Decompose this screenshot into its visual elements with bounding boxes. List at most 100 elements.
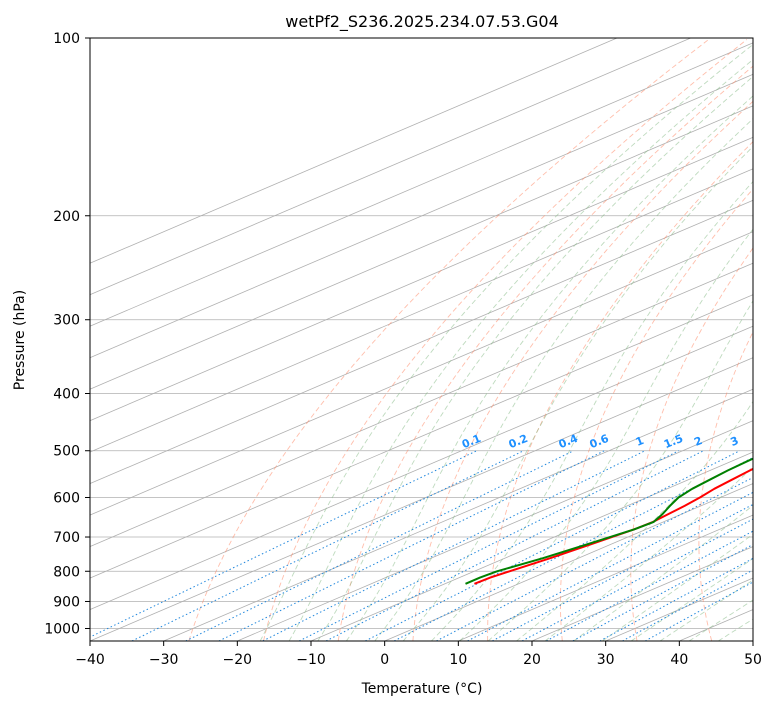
isotherm-line (458, 514, 753, 641)
isotherm-line (90, 231, 753, 516)
mixing-ratio-line (90, 450, 478, 638)
background-line-labels: 0.10.20.40.611.52346810131620253036-100-… (460, 365, 775, 451)
y-tick-label: 500 (53, 444, 80, 460)
mixing-ratio-label: 0.2 (507, 432, 530, 451)
mixing-ratio-label: 0.6 (588, 432, 611, 451)
moist-adiabat-line (402, 145, 753, 641)
dry-adiabat-line (630, 247, 753, 641)
moist-adiabat-line (345, 95, 753, 641)
x-axis-label: Temperature (°C) (361, 681, 483, 697)
moist-adiabat-line (487, 300, 753, 641)
adiabat-label: -30 (770, 365, 775, 389)
y-tick-label: 400 (53, 387, 80, 403)
mixing-ratio-line (436, 476, 753, 641)
moist-adiabat-line (459, 228, 753, 641)
isotherm-line (752, 640, 753, 641)
mixing-ratio-line (298, 450, 680, 641)
dry-adiabat-line (412, 100, 753, 641)
mixing-ratio-line (325, 450, 704, 641)
x-tick-label: 10 (449, 652, 467, 668)
isotherm-line (90, 136, 753, 422)
mixing-ratio-line (218, 450, 605, 641)
isotherm-line (90, 262, 753, 547)
isotherm-line (90, 38, 618, 264)
dry-adiabat-line (765, 40, 775, 642)
dry-adiabat-line (188, 39, 709, 641)
mixing-ratio-line (262, 450, 646, 641)
isotherm-line (90, 105, 753, 390)
y-tick-label: 700 (53, 530, 80, 546)
isotherm-line (90, 73, 753, 359)
mixing-ratio-label: 0.1 (460, 432, 483, 451)
moist-adiabat-line (630, 557, 753, 641)
y-tick-label: 100 (53, 31, 80, 47)
mixing-ratio-label: 0.4 (557, 432, 580, 451)
y-tick-label: 900 (53, 594, 80, 610)
mixing-ratio-label: 2 (692, 434, 704, 449)
mixing-ratio-line (365, 450, 741, 641)
x-tick-label: 0 (380, 652, 389, 668)
dry-adiabat-line (263, 39, 748, 641)
isotherm-line (90, 199, 753, 485)
moist-adiabat-line (259, 43, 753, 641)
mixing-ratio-line (185, 450, 574, 641)
isotherm-line (90, 325, 753, 610)
moist-adiabat-line (544, 465, 753, 641)
isotherm-line (90, 294, 753, 579)
moist-adiabat-line (431, 180, 753, 641)
mixing-ratio-label: 4 (755, 434, 767, 449)
moist-adiabat-line (718, 618, 753, 641)
mixing-ratio-line (467, 491, 753, 641)
mixing-ratio-line (131, 450, 524, 641)
isotherm-line (90, 168, 753, 453)
moist-adiabat-line (374, 118, 753, 641)
y-tick-label: 600 (53, 490, 80, 506)
x-tick-label: 20 (523, 652, 541, 668)
dry-adiabat-line (698, 330, 753, 641)
mixing-ratio-label: 1 (634, 434, 646, 449)
moist-adiabat-line (602, 533, 753, 641)
y-tick-label: 1000 (44, 621, 80, 637)
temperature-line (474, 467, 753, 585)
x-tick-label: 40 (670, 652, 688, 668)
dry-adiabat-line (487, 140, 753, 641)
x-tick-label: 50 (744, 652, 762, 668)
isotherm-line (237, 420, 753, 641)
x-tick-label: −20 (223, 652, 253, 668)
y-tick-label: 800 (53, 564, 80, 580)
dewpoint-line (465, 457, 753, 585)
y-axis-label: Pressure (hPa) (12, 290, 28, 390)
y-tick-label: 300 (53, 313, 80, 329)
mixing-ratio-line (572, 543, 753, 641)
axes: −40 −30 −20 −10 0 10 20 30 40 50 100 200 300 400 500 60… (44, 31, 762, 668)
moist-adiabat-line (659, 579, 753, 641)
moist-adiabat-line (317, 75, 753, 641)
isotherm-line (310, 451, 753, 641)
isotherm-line (90, 357, 753, 641)
y-tick-label: 200 (53, 209, 80, 225)
background-lines (90, 38, 775, 642)
isotherm-line (163, 388, 753, 641)
dry-adiabat-line (337, 65, 753, 641)
mixing-ratio-line (644, 581, 753, 641)
isotherm-line (90, 42, 753, 327)
isotherm-line (384, 483, 753, 641)
profile-lines (465, 457, 753, 585)
plot-frame (89, 37, 754, 642)
moist-adiabat-line (688, 599, 753, 641)
mixing-ratio-line (599, 557, 753, 641)
dry-adiabat-line (559, 188, 753, 641)
x-tick-label: −40 (75, 652, 105, 668)
x-tick-label: −10 (296, 652, 326, 668)
mixing-ratio-label: 3 (728, 434, 740, 449)
moist-adiabat-line (288, 59, 753, 641)
mixing-ratio-line (622, 569, 753, 641)
moist-adiabat-line (573, 504, 753, 641)
isotherm-line (90, 38, 691, 296)
mixing-ratio-label: 1.5 (662, 432, 685, 451)
chart-title: wetPf2_S236.2025.234.07.53.G04 (285, 12, 559, 32)
moist-adiabat-line (516, 400, 753, 641)
x-tick-label: −30 (149, 652, 179, 668)
x-tick-label: 30 (597, 652, 615, 668)
